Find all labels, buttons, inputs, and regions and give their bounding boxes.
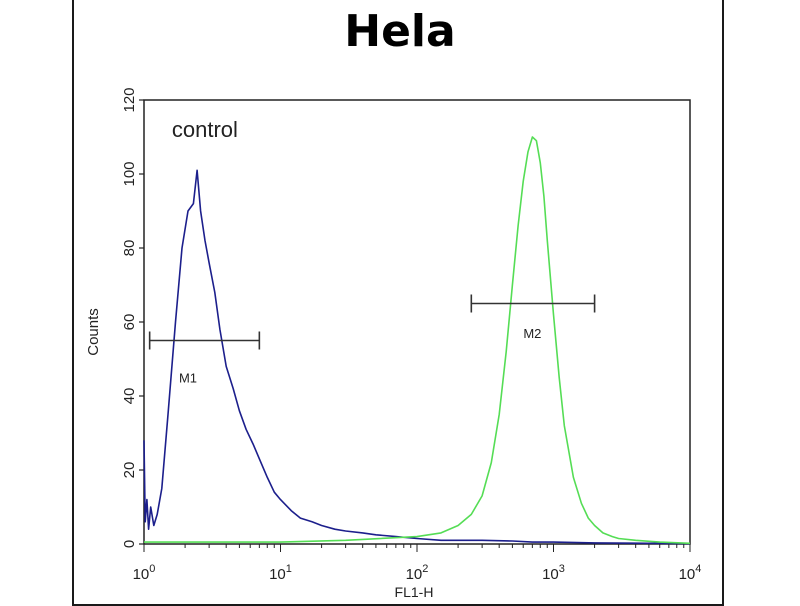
y-tick-label: 0: [121, 540, 138, 548]
y-tick-label: 80: [121, 240, 138, 257]
marker-m1-label: M1: [179, 371, 197, 386]
markers-layer: M1 M2: [148, 294, 596, 386]
labels-layer: control: [172, 117, 238, 142]
chart-title: Hela: [344, 6, 456, 57]
series-layer: [143, 136, 691, 545]
y-tick-label: 120: [121, 87, 138, 112]
plot-axes: 0 20 40 60 80 100 120 Counts 100 101 102 103 104 FL1-…: [85, 87, 701, 600]
x-tick-label: 101: [269, 563, 292, 583]
y-tick-label: 60: [121, 314, 138, 331]
x-tick-label: 102: [406, 563, 429, 583]
control-annotation: control: [172, 117, 238, 142]
plot-border: [143, 99, 691, 545]
x-tick-label: 103: [542, 563, 565, 583]
x-tick-label: 100: [133, 563, 156, 583]
y-tick-label: 20: [121, 462, 138, 479]
y-axis-label: Counts: [85, 308, 102, 356]
control-series-line: [143, 169, 691, 545]
y-tick-label: 100: [121, 161, 138, 186]
marker-m2-label: M2: [523, 326, 541, 341]
x-axis-label: FL1-H: [395, 584, 434, 600]
sample-series-line: [144, 136, 691, 545]
x-tick-label: 104: [679, 563, 702, 583]
y-tick-label: 40: [121, 388, 138, 405]
